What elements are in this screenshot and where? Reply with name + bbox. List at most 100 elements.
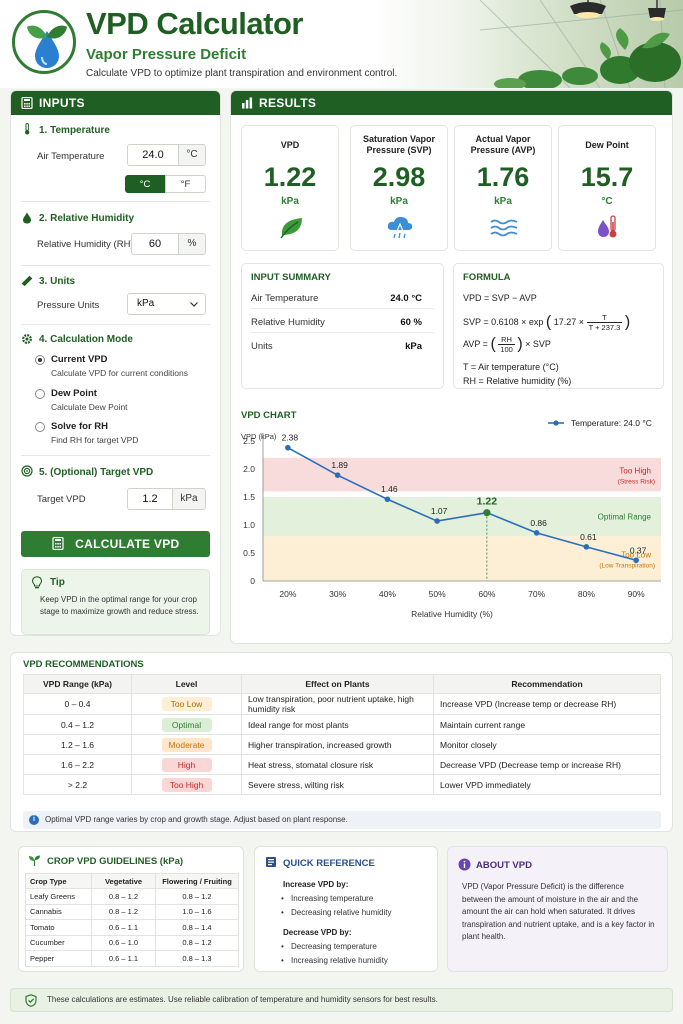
vegetative-cell: 0.8 – 1.2: [91, 903, 156, 920]
data-label: 1.89: [331, 460, 348, 470]
data-label: 1.46: [381, 484, 398, 494]
table-row: Tomato 0.6 – 1.1 0.8 – 1.4: [25, 919, 239, 936]
list-item: Decreasing temperature: [281, 942, 377, 951]
vpd-range-cell: 1.2 – 1.6: [23, 734, 132, 755]
table-row: 1.2 – 1.6 Moderate Higher transpiration, i…: [23, 734, 661, 755]
flowering-cell: 1.0 – 1.6: [155, 903, 239, 920]
recommendation-cell: Monitor closely: [433, 734, 661, 755]
table-row: 0 – 0.4 Too Low Low transpiration, poor nu…: [23, 693, 661, 715]
summary-row: Air Temperature 24.0 °C: [251, 293, 434, 304]
header: VPD Calculator Vapor Pressure Deficit Ca…: [0, 0, 683, 88]
vpd-card: VPD 1.22 kPa: [241, 125, 339, 251]
inputs-panel: INPUTS 1. Temperature Air Temperature 24…: [10, 90, 221, 636]
close-paren: ): [624, 313, 631, 331]
calculate-vpd-button[interactable]: CALCULATE VPD: [21, 531, 210, 557]
table-row: 1.6 – 2.2 High Heat stress, stomatal closu…: [23, 754, 661, 775]
close-paren: ): [517, 335, 523, 353]
vpd-card-value: 1.22: [263, 162, 317, 192]
band-sublabel: (Low Transpiration): [599, 563, 655, 570]
avp-card: Actual Vapor Pressure (AVP) 1.76 kPa: [454, 125, 552, 251]
level-cell: Optimal: [131, 714, 242, 735]
recommendation-cell: Increase VPD (Increase temp or decrease …: [433, 693, 661, 715]
quick-reference-panel: QUICK REFERENCE Increase VPD by: Increas…: [254, 846, 438, 972]
note-text: Optimal VPD range varies by crop and gro…: [45, 815, 348, 824]
increase-vpd-title: Increase VPD by:: [283, 880, 349, 889]
vpd-range-cell: 0 – 0.4: [23, 693, 132, 715]
dew-point-desc: Calculate Dew Point: [51, 402, 128, 412]
data-point: [384, 496, 391, 503]
y-axis-label: VPD (kPa): [241, 432, 277, 441]
air-temperature-label: Air Temperature: [37, 151, 105, 162]
legend-marker: [553, 420, 559, 426]
recommendation-cell: Lower VPD immediately: [433, 774, 661, 795]
table-row: > 2.2 Too High Severe stress, wilting risk…: [23, 774, 661, 795]
avp-numerator: RH: [498, 335, 515, 345]
celsius-toggle[interactable]: °C: [125, 175, 165, 193]
tip-title: Tip: [50, 577, 65, 588]
current-vpd-label: Current VPD: [51, 354, 108, 365]
avp-formula-suffix: × SVP: [525, 338, 551, 349]
pressure-units-label: Pressure Units: [37, 300, 100, 311]
results-heading: RESULTS: [259, 96, 317, 110]
summary-label: Units: [251, 341, 273, 352]
data-point: [334, 472, 341, 478]
temperature-section-title: 1. Temperature: [39, 125, 110, 136]
series-line: [287, 447, 637, 562]
formula-title: FORMULA: [463, 272, 511, 283]
effect-cell: Ideal range for most plants: [241, 714, 434, 735]
divider: [21, 201, 210, 202]
data-point: [483, 509, 491, 517]
chart-band: [263, 457, 661, 492]
about-vpd-panel: ABOUT VPD VPD (Vapor Pressure Deficit) i…: [447, 846, 668, 972]
vegetative-cell: 0.6 – 1.0: [91, 934, 156, 951]
relative-humidity-input[interactable]: 60: [131, 233, 179, 255]
divider: [251, 332, 434, 333]
decrease-vpd-title: Decrease VPD by:: [283, 928, 352, 937]
air-temperature-input[interactable]: 24.0: [127, 144, 179, 166]
humidity-unit-label: %: [178, 233, 206, 255]
radio-dew-point[interactable]: [35, 389, 45, 399]
level-badge: Too High: [161, 777, 212, 792]
avp-card-value: 1.76: [476, 162, 530, 192]
input-summary-title: INPUT SUMMARY: [251, 272, 331, 283]
level-badge: Moderate: [161, 737, 212, 752]
band-label: Optimal Range: [598, 513, 652, 522]
svp-formula: SVP = 0.6108 × exp ( 17.27 × T T + 237.3…: [463, 313, 630, 332]
summary-value: 60 %: [400, 317, 422, 328]
info-icon: i: [29, 815, 39, 825]
avp-denominator: 100: [500, 345, 513, 354]
dew-point-card-unit: °C: [601, 196, 613, 207]
effect-cell: Higher transpiration, increased growth: [241, 734, 434, 755]
about-vpd-title: ABOUT VPD: [476, 860, 532, 871]
open-paren: (: [545, 313, 552, 331]
table-row: 0.4 – 1.2 Optimal Ideal range for most pla…: [23, 714, 661, 735]
radio-current-vpd[interactable]: [35, 355, 45, 365]
fahrenheit-toggle[interactable]: °F: [165, 175, 206, 193]
crop-type-cell: Leafy Greens: [25, 888, 92, 905]
effect-cell: Low transpiration, poor nutrient uptake,…: [241, 693, 434, 715]
y-tick-label: 1.0: [243, 520, 255, 530]
recommendations-table: VPD Range (kPa) Level Effect on Plants R…: [23, 674, 661, 795]
x-tick-label: 20%: [279, 589, 296, 599]
calculation-mode-section-title: 4. Calculation Mode: [39, 334, 133, 345]
recommendations-note: i Optimal VPD range varies by crop and g…: [23, 811, 661, 829]
results-panel: RESULTS VPD 1.22 kPa Saturation Vapor Pr…: [230, 90, 673, 644]
pressure-units-select[interactable]: kPa: [127, 293, 206, 315]
chevron-down-icon: [190, 302, 198, 307]
data-label: 1.07: [431, 506, 448, 516]
list-item: Increasing temperature: [281, 894, 373, 903]
summary-value: 24.0 °C: [390, 293, 422, 304]
vegetative-cell: 0.8 – 1.2: [91, 888, 156, 905]
radio-solve-for-rh[interactable]: [35, 422, 45, 432]
units-section-title: 3. Units: [39, 276, 76, 287]
band-label: Too Low: [621, 551, 651, 560]
quick-reference-title: QUICK REFERENCE: [283, 858, 375, 869]
humidity-section-title: 2. Relative Humidity: [39, 213, 135, 224]
y-tick-label: 2.0: [243, 464, 255, 474]
recommendations-title: VPD RECOMMENDATIONS: [23, 659, 144, 670]
crop-guidelines-panel: CROP VPD GUIDELINES (kPa) Crop Type Vege…: [18, 846, 244, 972]
crop-type-cell: Tomato: [25, 919, 92, 936]
column-header: Crop Type: [25, 873, 92, 889]
water-drop-leaf-icon: [27, 25, 67, 68]
target-vpd-input[interactable]: 1.2: [127, 488, 173, 510]
